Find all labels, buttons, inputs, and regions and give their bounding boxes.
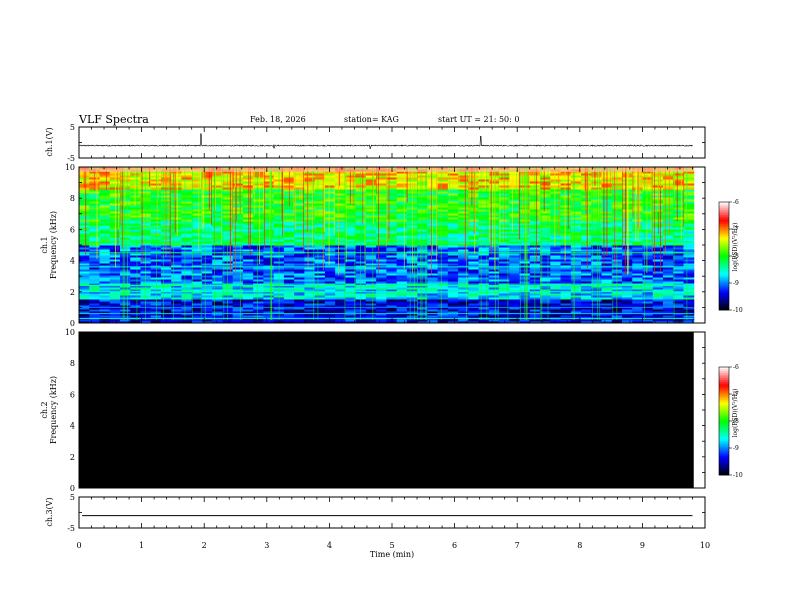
ch1-trace <box>79 134 693 149</box>
start-time-label: start UT = 21: 50: 0 <box>438 115 519 124</box>
date-label: Feb. 18, 2026 <box>250 115 306 124</box>
y-tick-label: -5 <box>67 154 75 163</box>
station-label: station= KAG <box>344 115 399 124</box>
ch1-waveform-panel: 5 -5 <box>67 123 705 163</box>
y-tick-label: 5 <box>70 123 75 132</box>
figure-title: VLF Spectra <box>78 113 149 126</box>
